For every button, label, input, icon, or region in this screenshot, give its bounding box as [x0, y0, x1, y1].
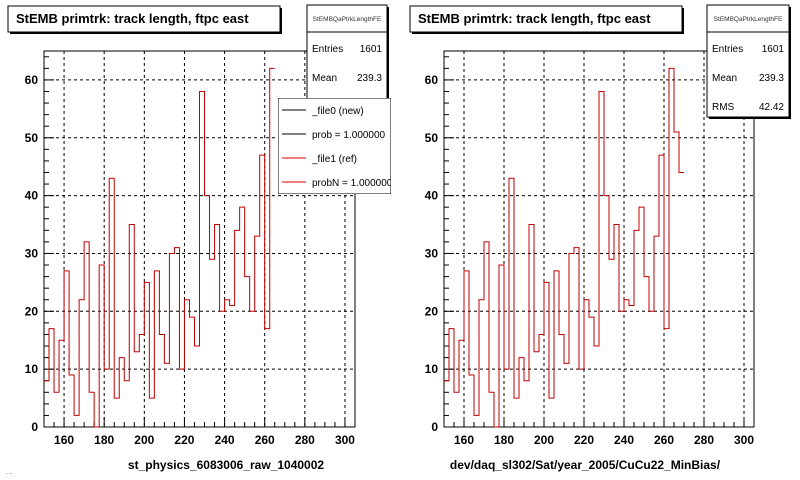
stats-value: 1601 — [762, 44, 785, 55]
x-tick-label: 240 — [614, 433, 634, 447]
x-axis-label: dev/daq_sl302/Sat/year_2005/CuCu22_MinBi… — [450, 458, 721, 472]
title-box — [7, 5, 281, 33]
legend-label: _file1 (ref) — [311, 154, 357, 165]
x-tick-label: 240 — [215, 433, 235, 447]
y-tick-label: 40 — [25, 189, 39, 203]
legend-box — [278, 98, 391, 194]
x-tick-label: 160 — [54, 433, 74, 447]
stats-box — [706, 4, 790, 118]
chart-title: StEMB primtrk: track length, ftpc east — [16, 11, 249, 26]
chart-title: StEMB primtrk: track length, ftpc east — [418, 11, 651, 26]
y-tick-label: 30 — [425, 246, 439, 260]
histogram-panel-2: 160 180 200 220 240 260 280 300 0 10 20 30 40 50 60 dev… — [409, 4, 791, 472]
legend-label: probN = 1.000000 — [312, 178, 393, 189]
x-tick-label: 220 — [174, 433, 194, 447]
histogram-series — [444, 67, 684, 428]
stats-value: 239.3 — [357, 73, 382, 84]
stats-label: Entries — [312, 44, 343, 55]
x-tick-label: 260 — [255, 433, 275, 447]
stats-value: 239.3 — [759, 73, 784, 84]
y-tick-label: 60 — [425, 73, 439, 87]
y-tick-label: 20 — [425, 304, 439, 318]
y-tick-label: 40 — [425, 189, 439, 203]
x-tick-label: 260 — [654, 433, 674, 447]
x-tick-label: 280 — [694, 433, 714, 447]
stats-value: 42.42 — [759, 102, 784, 113]
y-tick-label: 60 — [25, 73, 39, 87]
stats-label: Mean — [712, 73, 737, 84]
x-tick-label: 160 — [454, 433, 474, 447]
x-tick-label: 300 — [335, 433, 355, 447]
y-tick-label: 30 — [25, 246, 39, 260]
legend: _file0 (new) prob = 1.000000 _file1 (ref) p… — [278, 98, 393, 194]
x-tick-label: 220 — [574, 433, 594, 447]
y-tick-label: 10 — [25, 362, 39, 376]
y-tick-label: 50 — [25, 131, 39, 145]
x-tick-label: 180 — [94, 433, 114, 447]
footer-text: ... — [6, 467, 13, 476]
x-axis-label: st_physics_6083006_raw_1040002 — [128, 458, 324, 472]
histogram-panel-1: 160 180 200 220 240 260 280 300 0 10 20 30 40 50 60 st_… — [7, 4, 393, 472]
y-tick-label: 20 — [25, 304, 39, 318]
stats-label: Entries — [712, 44, 743, 55]
stats-label: Mean — [312, 73, 337, 84]
y-tick-label: 0 — [431, 420, 438, 434]
histogram-series — [44, 67, 275, 428]
x-tick-label: 200 — [534, 433, 554, 447]
x-tick-label: 200 — [134, 433, 154, 447]
x-tick-label: 180 — [494, 433, 514, 447]
stats-title: StEMBQaPtrkLengthFE — [714, 16, 783, 23]
title-box — [409, 5, 683, 33]
x-tick-label: 280 — [295, 433, 315, 447]
y-tick-label: 0 — [31, 420, 38, 434]
stats-label: RMS — [712, 102, 735, 113]
y-tick-label: 50 — [425, 131, 439, 145]
legend-label: _file0 (new) — [311, 106, 364, 117]
legend-label: prob = 1.000000 — [312, 130, 386, 141]
stats-value: 1601 — [360, 44, 383, 55]
y-tick-label: 10 — [425, 362, 439, 376]
x-tick-label: 300 — [734, 433, 754, 447]
stats-title: StEMBQaPtrkLengthFE — [313, 16, 382, 23]
